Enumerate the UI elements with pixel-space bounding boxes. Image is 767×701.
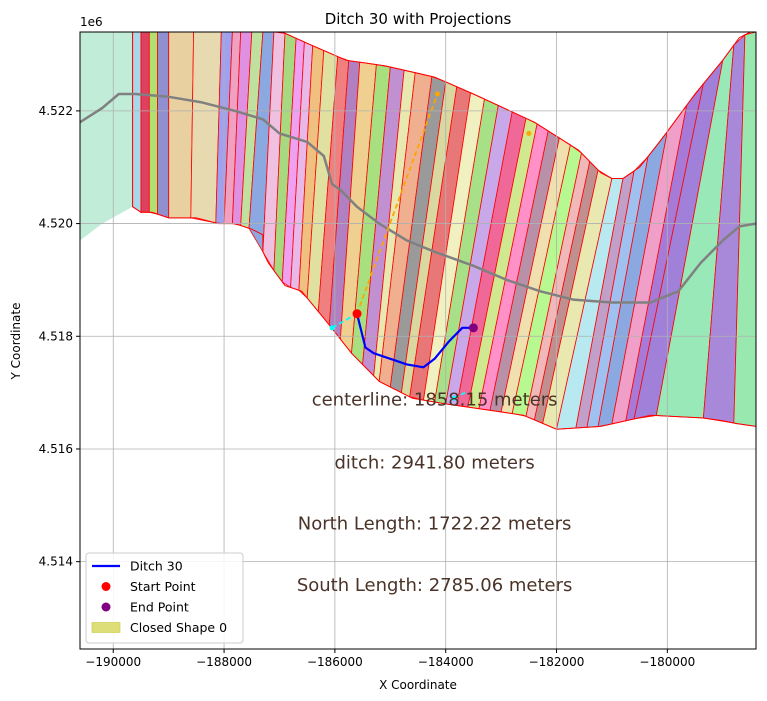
projection-point	[329, 325, 335, 331]
legend-label: Ditch 30	[130, 559, 183, 574]
annotation-text: South Length: 2785.06 meters	[297, 575, 573, 596]
annotation-text: centerline: 1858.15 meters	[312, 390, 558, 411]
ditch-line	[355, 313, 474, 369]
shape-boundary	[132, 32, 756, 430]
shape-strip	[168, 32, 195, 219]
shape-strip	[132, 32, 142, 214]
chart-title: Ditch 30 with Projections	[325, 10, 512, 28]
legend-swatch-patch	[91, 622, 121, 633]
x-axis-label: X Coordinate	[379, 678, 457, 692]
grid	[80, 32, 756, 649]
x-tick-label: −188000	[196, 655, 252, 669]
legend-label: Start Point	[130, 579, 196, 594]
shape-strip	[148, 32, 159, 215]
left-region	[80, 32, 133, 241]
legend-label: Closed Shape 0	[130, 620, 227, 635]
plot-frame	[79, 31, 757, 650]
legend-label: End Point	[130, 600, 189, 615]
shape-outline	[132, 32, 756, 430]
shape-strip	[157, 32, 170, 219]
projection-line	[331, 312, 358, 329]
y-tick-label: 4.520	[39, 217, 73, 231]
x-tick-label: −190000	[85, 655, 141, 669]
shape-strip	[140, 32, 150, 213]
y-tick-label: 4.514	[39, 555, 73, 569]
y-tick-label: 4.516	[39, 442, 73, 456]
start-point	[352, 309, 362, 319]
legend-swatch-dot	[101, 582, 111, 591]
end-point	[468, 323, 478, 333]
projection-point	[526, 130, 532, 136]
plot-area	[80, 32, 756, 649]
projection-line	[356, 93, 439, 315]
centerline-line	[80, 92, 756, 304]
x-tick-label: −180000	[639, 655, 695, 669]
x-tick-label: −186000	[307, 655, 363, 669]
x-tick-label: −184000	[418, 655, 474, 669]
annotation-text: North Length: 1722.22 meters	[298, 514, 572, 535]
projection-point	[434, 91, 440, 97]
y-tick-label: 4.522	[39, 104, 73, 118]
shape-strips	[132, 32, 756, 430]
y-axis-label: Y Coordinate	[9, 303, 23, 381]
y-tick-label: 4.518	[39, 329, 73, 343]
series-points	[329, 91, 532, 401]
legend: Ditch 30 Start Point End Point Closed Shape…	[85, 552, 244, 644]
series-lines	[80, 92, 756, 400]
shape-strip	[733, 32, 756, 427]
projection-point	[451, 395, 457, 401]
y-offset-label: 1e6	[80, 15, 103, 29]
legend-swatch-dot	[101, 602, 111, 612]
axis-ticks: −190000 −188000 −186000 −184000 −182000 −1800…	[39, 104, 696, 669]
annotations: centerline: 1858.15 meters ditch: 2941.80…	[297, 390, 573, 596]
x-tick-label: −182000	[529, 655, 585, 669]
annotation-text: ditch: 2941.80 meters	[334, 453, 534, 474]
legend-box	[85, 552, 244, 644]
left-region-fill	[80, 32, 133, 241]
